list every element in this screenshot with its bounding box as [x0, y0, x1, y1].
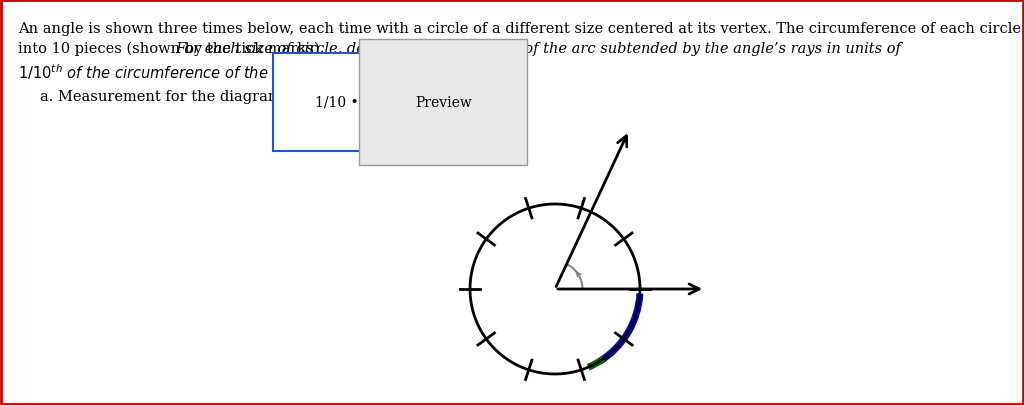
- Text: Preview: Preview: [415, 96, 472, 110]
- Text: 1/10 • 2pi • 3: 1/10 • 2pi • 3: [315, 96, 411, 110]
- Text: $\mathit{1/10}^{\mathit{th}}$$\mathit{\ of\ the\ circumference\ of\ the\ circle}: $\mathit{1/10}^{\mathit{th}}$$\mathit{\ …: [18, 62, 312, 81]
- Text: into 10 pieces (shown by the tick marks).: into 10 pieces (shown by the tick marks)…: [18, 42, 329, 56]
- Text: For each size of circle, determine the measure of the arc subtended by the angle: For each size of circle, determine the m…: [175, 42, 901, 56]
- Text: An angle is shown three times below, each time with a circle of a different size: An angle is shown three times below, eac…: [18, 22, 1024, 36]
- Text: a. Measurement for the diagram below:: a. Measurement for the diagram below:: [40, 90, 335, 104]
- Text: ✱: ✱: [388, 96, 395, 109]
